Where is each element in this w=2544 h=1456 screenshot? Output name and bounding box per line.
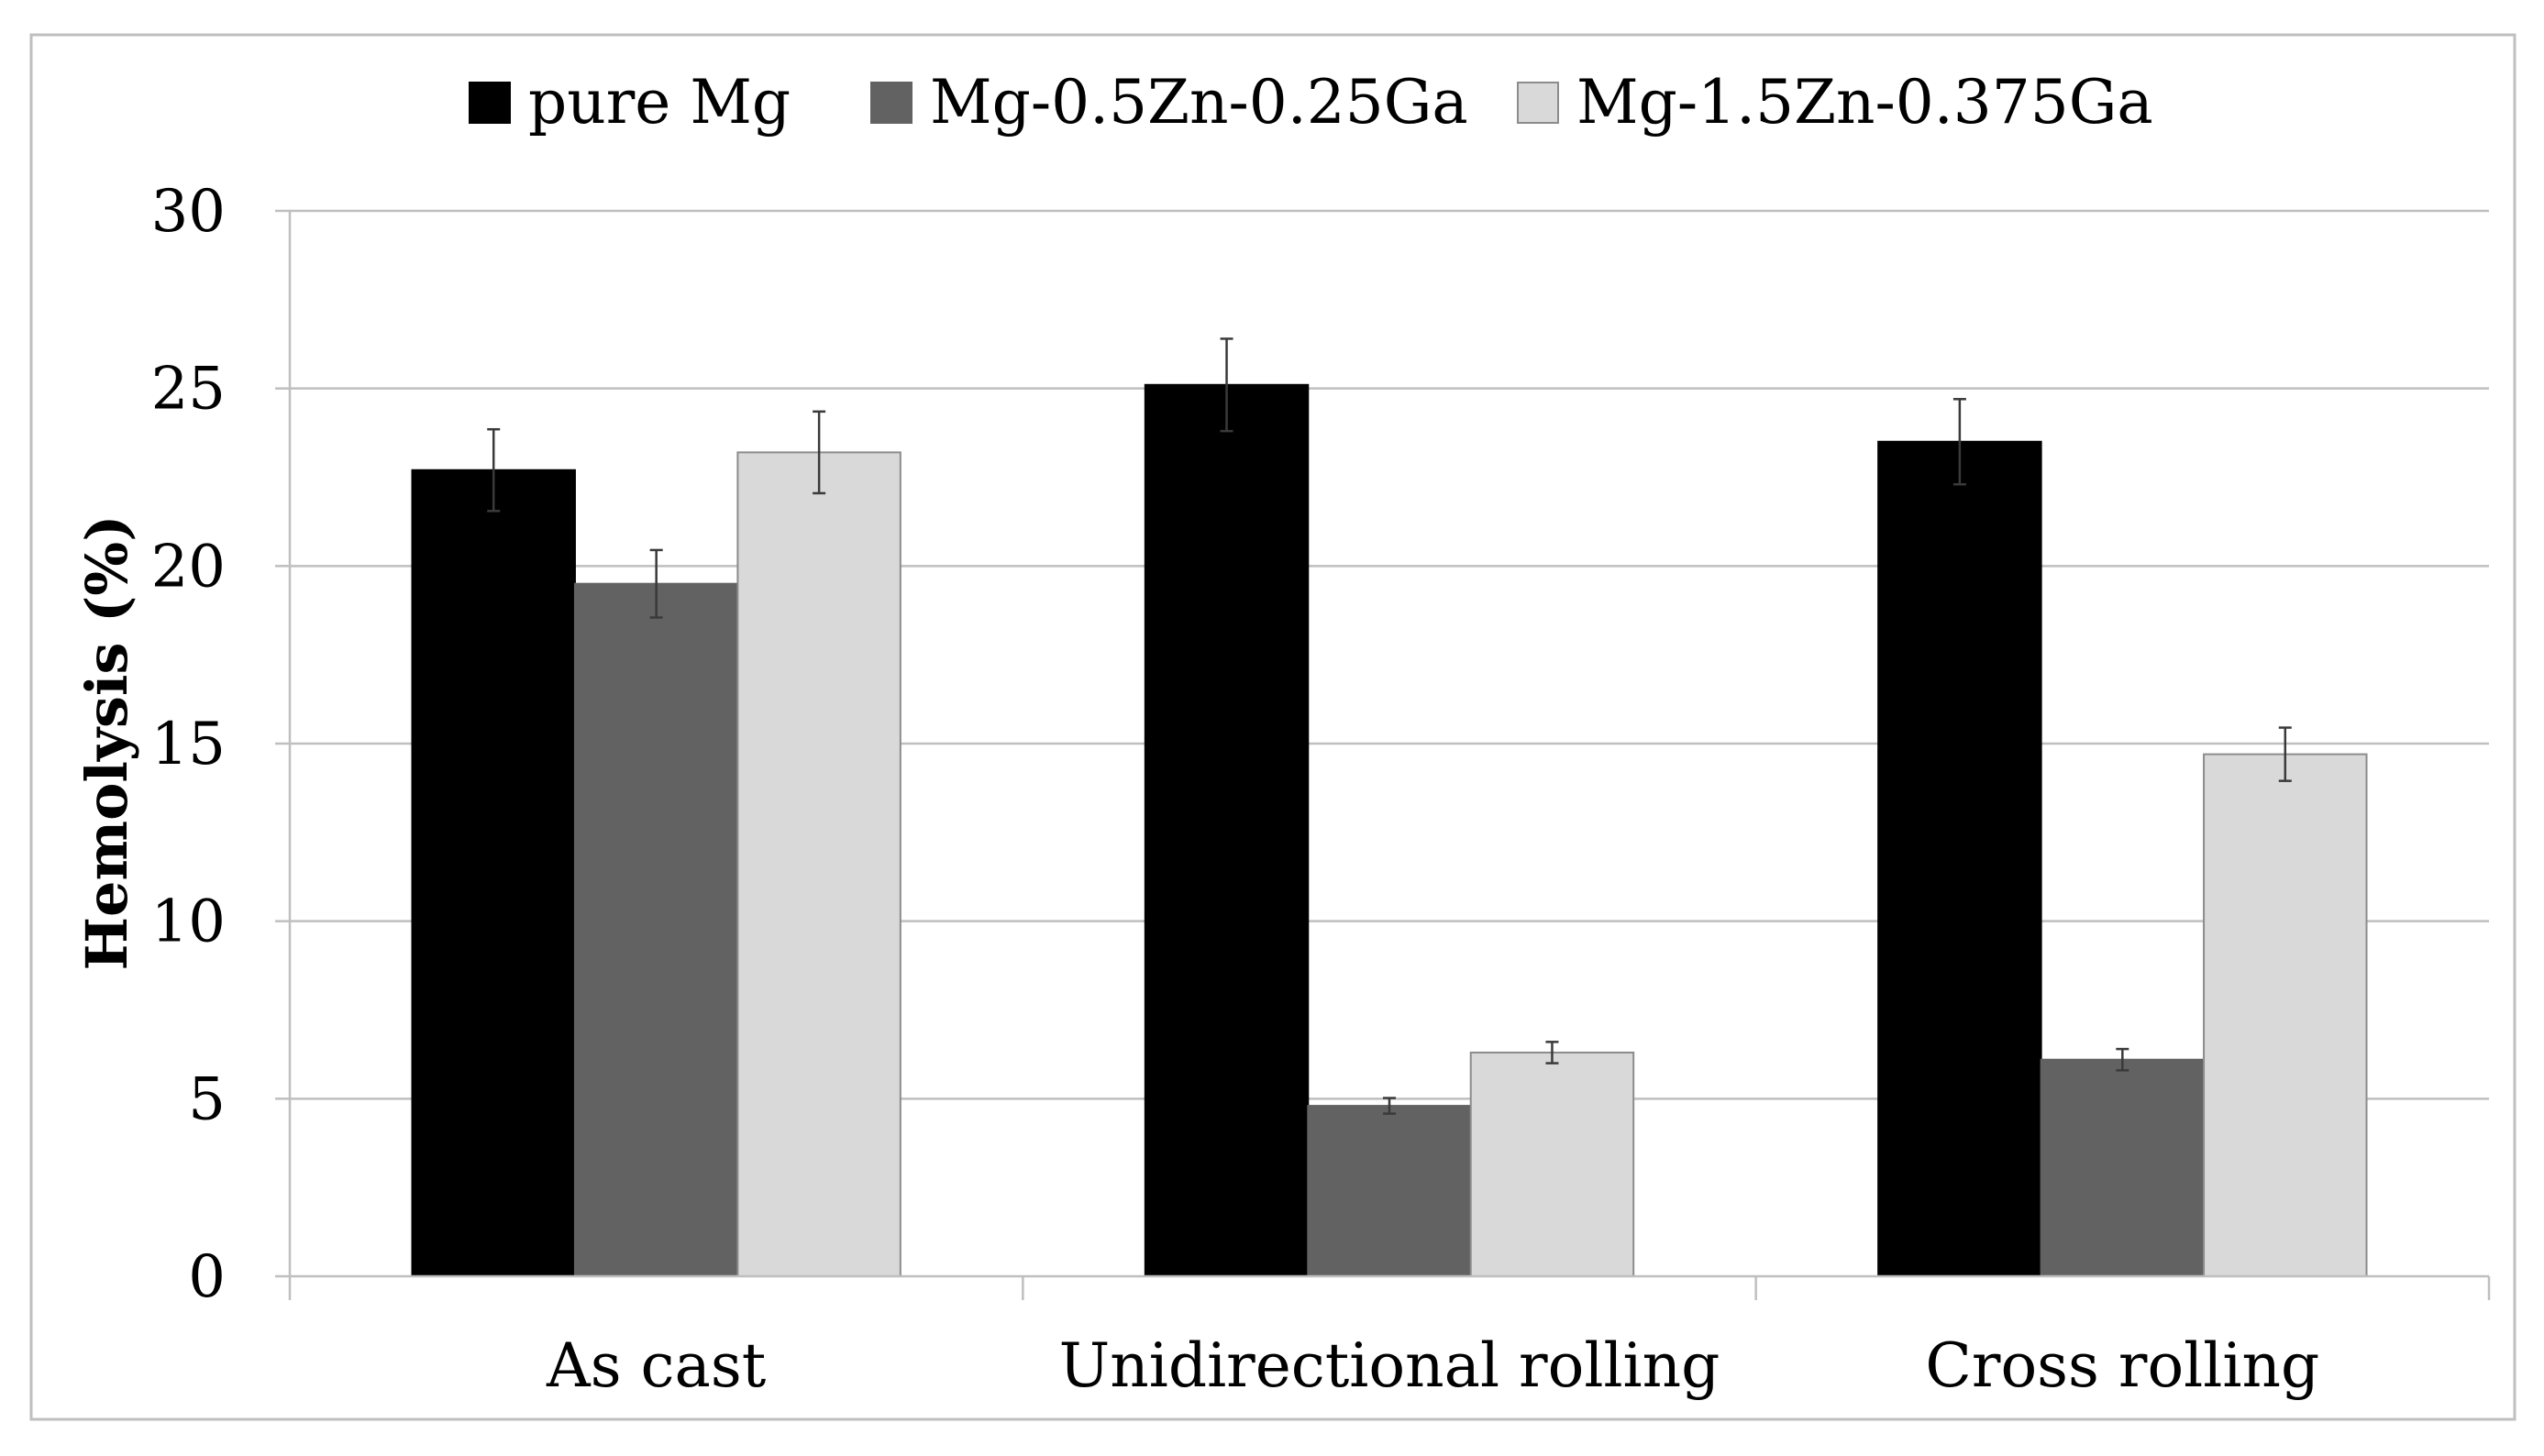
legend-label: pure Mg [528,67,791,138]
x-category-label: As cast [546,1330,766,1401]
x-category-labels: As cast Unidirectional rolling Cross rolli… [546,1330,2319,1401]
legend-swatch [1517,82,1559,124]
bar [736,451,901,1277]
bar [1144,383,1310,1277]
legend-swatch [469,82,511,124]
y-axis-title: Hemolysis (%) [73,514,140,970]
legend-label: Mg-0.5Zn-0.25Ga [930,67,1468,138]
error-bars [487,337,2292,1115]
y-tick-label: 10 [151,888,226,956]
y-tick-label: 20 [151,533,226,601]
x-category-label: Cross rolling [1925,1330,2319,1401]
y-tick-label: 5 [188,1065,226,1133]
y-tick-labels: 0 5 10 15 20 25 30 [151,178,226,1311]
legend-label: Mg-1.5Zn-0.375Ga [1576,67,2153,138]
y-tick-label: 0 [188,1243,226,1311]
bar [1469,1051,1635,1277]
bar [2040,1058,2206,1278]
legend-swatch [870,82,913,124]
x-category-label: Unidirectional rolling [1059,1330,1720,1401]
bar [1307,1105,1472,1277]
axes [275,209,2491,1300]
legend: pure Mg Mg-0.5Zn-0.25Ga Mg-1.5Zn-0.375Ga [469,67,2153,138]
bar [2203,753,2368,1277]
bar [573,582,739,1277]
y-tick-label: 15 [151,711,226,778]
y-tick-label: 25 [151,356,226,424]
bar [411,469,576,1277]
bar [1877,440,2042,1277]
y-tick-label: 30 [151,178,226,246]
